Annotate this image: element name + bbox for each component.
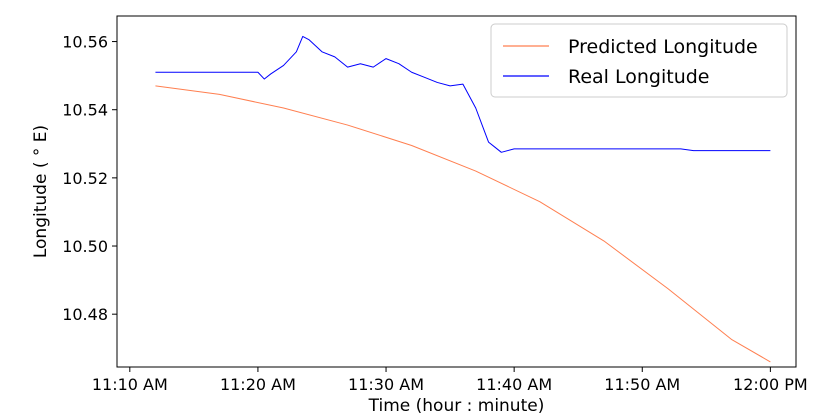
x-axis: 11:10 AM 11:20 AM 11:30 AM 11:40 AM 11:50 AM…	[92, 367, 808, 394]
y-axis: 10.48 10.50 10.52 10.54 10.56	[62, 33, 117, 324]
y-tick-label: 10.54	[62, 101, 108, 120]
x-tick-label: 12:00 PM	[733, 375, 808, 394]
y-tick-label: 10.56	[62, 33, 108, 52]
legend: Predicted Longitude Real Longitude	[490, 23, 788, 98]
x-tick-label: 11:10 AM	[92, 375, 168, 394]
y-tick-label: 10.52	[62, 169, 108, 188]
y-axis-label: Longitude ( ° E)	[31, 125, 51, 258]
x-tick-label: 11:30 AM	[348, 375, 424, 394]
series-line-predicted-longitude	[155, 85, 771, 363]
legend-label: Predicted Longitude	[568, 36, 758, 58]
x-tick-label: 11:50 AM	[604, 375, 680, 394]
series-line-real-longitude	[155, 35, 771, 153]
x-tick-label: 11:20 AM	[220, 375, 296, 394]
y-tick-label: 10.48	[62, 305, 108, 324]
plot-frame	[116, 15, 797, 368]
y-tick-label: 10.50	[62, 237, 108, 256]
x-tick-label: 11:40 AM	[476, 375, 552, 394]
legend-label: Real Longitude	[568, 66, 710, 88]
legend-box	[490, 23, 788, 98]
x-axis-label: Time (hour : minute)	[368, 396, 545, 416]
series-layer	[155, 35, 771, 363]
